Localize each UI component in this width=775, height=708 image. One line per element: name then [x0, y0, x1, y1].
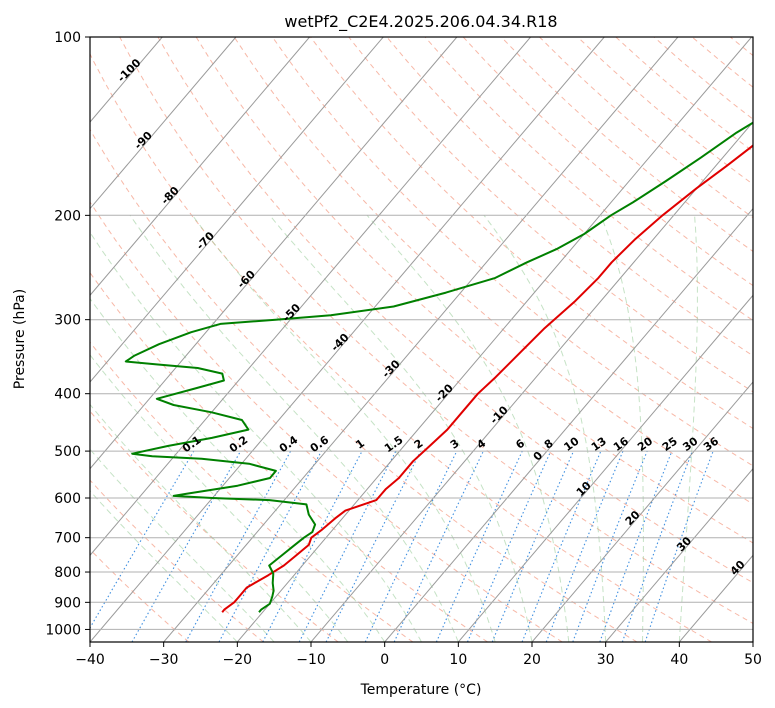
mixing-ratio-line	[218, 450, 322, 642]
moist-adiabat	[366, 214, 570, 642]
y-tick-label: 1000	[45, 622, 81, 638]
y-axis-ticks: 100 200 300 400 500 600 700 800 900 1000	[45, 30, 90, 638]
isotherm	[90, 37, 310, 297]
grid	[90, 37, 753, 642]
isotherm	[236, 37, 752, 642]
x-tick-label: 0	[380, 652, 389, 668]
isotherm	[90, 37, 237, 210]
mixing-ratio-line	[435, 450, 523, 642]
x-tick-label: −10	[296, 652, 326, 668]
moist-adiabat	[90, 231, 422, 642]
mixing-ratio-line	[185, 450, 292, 642]
x-tick-label: 50	[744, 652, 762, 668]
y-tick-label: 700	[54, 531, 81, 547]
dry-adiabat	[90, 548, 190, 642]
moist-adiabat	[483, 215, 607, 642]
y-axis-label: Pressure (hPa)	[12, 289, 28, 389]
dry-adiabat	[424, 37, 753, 322]
dry-adiabat	[90, 271, 488, 642]
moist-adiabat	[90, 354, 349, 642]
dry-adiabat	[90, 201, 563, 642]
dry-adiabat	[90, 410, 339, 642]
y-tick-label: 300	[54, 313, 81, 329]
moist-adiabat	[90, 448, 275, 642]
moist-adiabat	[600, 215, 644, 642]
x-tick-label: 40	[670, 652, 688, 668]
moist-adiabat	[678, 215, 698, 642]
moist-adiabat	[90, 297, 386, 642]
dry-adiabat	[90, 128, 638, 642]
mixing-ratio-line	[644, 450, 714, 642]
mixing-ratio-line	[298, 450, 397, 642]
moist-adiabat	[269, 214, 533, 642]
dry-adiabat	[233, 37, 753, 505]
dry-adiabat	[90, 479, 264, 642]
moist-adiabat	[129, 215, 459, 642]
y-tick-label: 800	[54, 565, 81, 581]
x-tick-label: −40	[75, 652, 105, 668]
y-tick-label: 500	[54, 444, 81, 460]
x-tick-label: 30	[597, 652, 615, 668]
mixing-ratio-line	[325, 450, 422, 642]
mixing-ratio-line	[545, 450, 624, 642]
isotherm	[90, 37, 605, 642]
isotherm	[90, 37, 458, 470]
isotherm	[605, 467, 753, 642]
profile-line	[124, 121, 753, 613]
x-tick-label: 10	[449, 652, 467, 668]
x-axis-label: Temperature (°C)	[360, 682, 482, 698]
y-tick-label: 100	[54, 30, 81, 46]
mixing-ratio-line	[521, 450, 602, 642]
profiles	[124, 121, 753, 613]
isotherm	[310, 121, 753, 642]
mixing-ratio-line	[621, 450, 693, 642]
dry-adiabat	[119, 37, 753, 624]
x-tick-label: 20	[523, 652, 541, 668]
isotherm	[90, 37, 384, 383]
isotherm	[384, 207, 753, 642]
y-tick-label: 900	[54, 595, 81, 611]
y-tick-label: 600	[54, 491, 81, 507]
x-tick-label: −20	[223, 652, 253, 668]
mixing-ratio-line	[466, 450, 552, 642]
dry-adiabat	[386, 37, 753, 357]
dry-adiabat	[90, 52, 712, 642]
moist-adiabat	[90, 490, 238, 642]
y-tick-label: 400	[54, 387, 81, 403]
plot-frame	[89, 36, 754, 643]
dry-adiabat	[157, 37, 753, 584]
x-axis-ticks: −40 −30 −20 −10 0 10 20 30 40 50	[75, 642, 762, 668]
dry-adiabat	[310, 37, 753, 430]
chart-title: wetPf2_C2E4.2025.206.04.34.R18	[284, 12, 557, 32]
mixing-ratio-line	[599, 450, 673, 642]
isotherm	[90, 37, 531, 557]
moist-adiabat	[90, 403, 312, 642]
isotherm	[457, 294, 753, 642]
isotherm	[531, 381, 753, 642]
isotherm	[163, 37, 679, 642]
y-tick-label: 200	[54, 208, 81, 224]
mixing-ratio-line	[572, 450, 648, 642]
x-tick-label: −30	[149, 652, 179, 668]
